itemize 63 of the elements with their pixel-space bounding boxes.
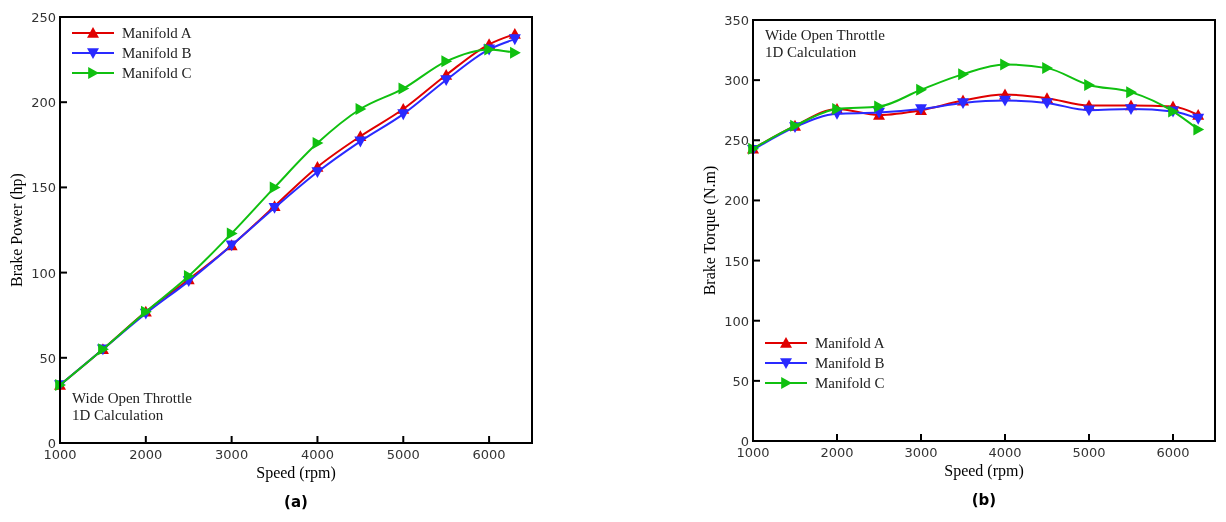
point — [354, 136, 367, 148]
y-tick-label: 100 — [724, 313, 749, 329]
point — [1125, 104, 1137, 116]
point — [874, 100, 885, 113]
point — [440, 75, 453, 87]
point — [1041, 98, 1053, 109]
point — [311, 167, 324, 179]
y-tick-label: 200 — [31, 95, 56, 111]
legend-label: Manifold B — [815, 355, 885, 371]
x-tick-label: 4000 — [988, 445, 1022, 460]
y-tick-label: 250 — [31, 10, 56, 25]
legend-label: Manifold C — [815, 375, 885, 391]
x-tick-label: 4000 — [300, 447, 334, 462]
y-tick-label: 250 — [724, 133, 749, 149]
y-axis-title: Brake Torque (N.m) — [701, 165, 719, 296]
point — [312, 137, 324, 150]
y-tick-label: 350 — [724, 13, 749, 28]
x-tick-label: 2000 — [820, 445, 854, 460]
point — [397, 109, 410, 121]
point — [916, 83, 927, 96]
point — [1083, 105, 1095, 117]
legend-label: Manifold B — [122, 45, 192, 61]
annotation: 1D Calculation — [72, 407, 164, 423]
x-tick-label: 2000 — [129, 447, 163, 462]
y-axis-title: Brake Power (hp) — [8, 173, 26, 287]
y-tick-label: 150 — [724, 253, 749, 269]
y-tick-label: 50 — [39, 350, 56, 366]
point — [398, 82, 410, 95]
point — [1192, 113, 1205, 125]
point — [999, 95, 1011, 107]
x-tick-label: 5000 — [1072, 445, 1106, 460]
point — [1126, 86, 1137, 99]
legend-label: Manifold A — [815, 335, 885, 351]
x-axis-title: Speed (rpm) — [944, 462, 1024, 480]
x-axis-title: Speed (rpm) — [256, 464, 336, 482]
annotation: Wide Open Throttle — [72, 390, 193, 406]
x-tick-label: 3000 — [904, 445, 938, 460]
point — [226, 227, 238, 240]
x-tick-label: 6000 — [1156, 445, 1190, 460]
point — [1042, 62, 1053, 75]
point — [508, 34, 521, 46]
point — [1193, 123, 1205, 136]
text: (a) — [284, 493, 308, 511]
x-tick-label: 3000 — [215, 447, 249, 462]
point — [510, 46, 521, 59]
x-tick-label: 5000 — [386, 447, 420, 462]
y-tick-label: 150 — [31, 180, 56, 196]
point — [957, 98, 969, 109]
y-tick-label: 300 — [724, 73, 749, 89]
y-tick-label: 100 — [31, 265, 56, 281]
text: (b) — [971, 491, 997, 509]
point — [441, 55, 453, 68]
point — [958, 68, 969, 81]
point — [269, 181, 281, 194]
y-tick-label: 200 — [724, 193, 749, 209]
legend-label: Manifold C — [122, 65, 192, 81]
legend-label: Manifold A — [122, 25, 192, 41]
annotation: Wide Open Throttle — [765, 27, 886, 43]
x-tick-label: 6000 — [472, 447, 506, 462]
point — [1084, 78, 1095, 91]
annotation: 1D Calculation — [765, 44, 857, 60]
point — [1000, 58, 1011, 71]
y-tick-label: 50 — [732, 373, 749, 389]
